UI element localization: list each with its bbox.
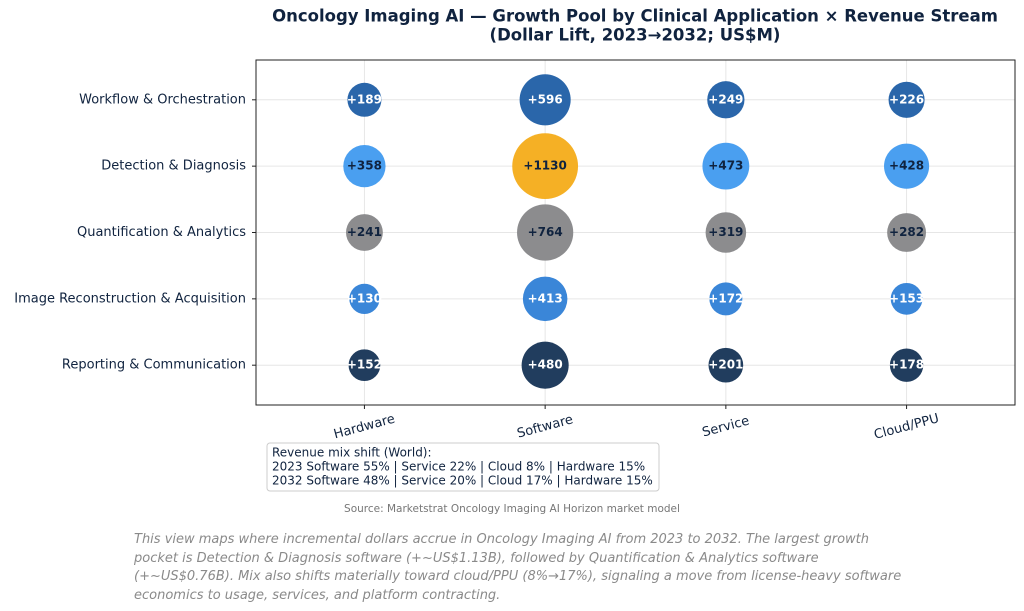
- bubble: [519, 74, 571, 126]
- x-tick-label: Service: [701, 414, 751, 441]
- bubble: [517, 204, 574, 261]
- bubble: [708, 347, 744, 383]
- bubble: [521, 341, 569, 389]
- bubble: [884, 143, 930, 189]
- y-tick-label: Image Reconstruction & Acquisition: [14, 291, 246, 306]
- value-label: +319: [708, 225, 743, 239]
- annotation-box: [266, 442, 660, 492]
- source: Source: Marketstrat Oncology Imaging AI …: [344, 503, 680, 515]
- value-label: +189: [347, 92, 382, 106]
- value-label: +172: [708, 291, 743, 305]
- value-label: +1130: [523, 159, 566, 173]
- bubble: [343, 145, 386, 188]
- value-label: +764: [528, 225, 563, 239]
- value-label: +226: [889, 92, 924, 106]
- bubble: [888, 81, 925, 118]
- value-label: +596: [528, 92, 563, 106]
- value-label: +413: [528, 291, 563, 305]
- bubble: [709, 282, 743, 316]
- bubble: [346, 214, 383, 251]
- value-label: +249: [708, 92, 743, 106]
- bubble: [347, 82, 382, 117]
- bubble: [887, 213, 927, 252]
- y-tick-label: Workflow & Orchestration: [79, 92, 246, 107]
- bubble: [707, 81, 745, 119]
- value-label: +241: [347, 225, 382, 239]
- caption: This view maps where incremental dollars…: [134, 532, 902, 603]
- bubble: [702, 142, 750, 190]
- y-tick-label: Quantification & Analytics: [77, 225, 246, 240]
- annotation-text: Revenue mix shift (World):: [272, 446, 432, 460]
- bubble: [512, 133, 579, 200]
- bubble: [522, 276, 568, 322]
- bubble: [348, 349, 381, 382]
- x-tick-label: Software: [516, 412, 575, 441]
- value-label: +480: [528, 358, 563, 372]
- x-tick-label: Hardware: [332, 412, 397, 443]
- value-label: +201: [708, 358, 743, 372]
- value-label: +358: [347, 159, 382, 173]
- value-label: +130: [347, 291, 382, 305]
- chart: Oncology Imaging AI — Growth Pool by Cli…: [14, 7, 1016, 515]
- value-label: +473: [708, 159, 743, 173]
- y-tick-label: Detection & Diagnosis: [101, 159, 246, 174]
- annotation-text: 2032 Software 48% | Service 20% | Cloud …: [272, 474, 653, 488]
- value-label: +282: [889, 225, 924, 239]
- x-tick-label: Cloud/PPU: [872, 411, 940, 443]
- annotation-text: 2023 Software 55% | Service 22% | Cloud …: [272, 460, 645, 474]
- value-label: +153: [889, 291, 924, 305]
- chart-title: Oncology Imaging AI — Growth Pool by Cli…: [272, 7, 998, 26]
- bubble: [349, 283, 380, 314]
- bubble: [890, 282, 923, 315]
- bubble: [889, 348, 924, 382]
- value-label: +178: [889, 358, 924, 372]
- y-tick-label: Reporting & Communication: [62, 358, 246, 373]
- value-label: +428: [889, 159, 924, 173]
- chart-subtitle: (Dollar Lift, 2023→2032; US$M): [490, 26, 781, 45]
- value-label: +152: [347, 358, 382, 372]
- bubble: [705, 212, 747, 253]
